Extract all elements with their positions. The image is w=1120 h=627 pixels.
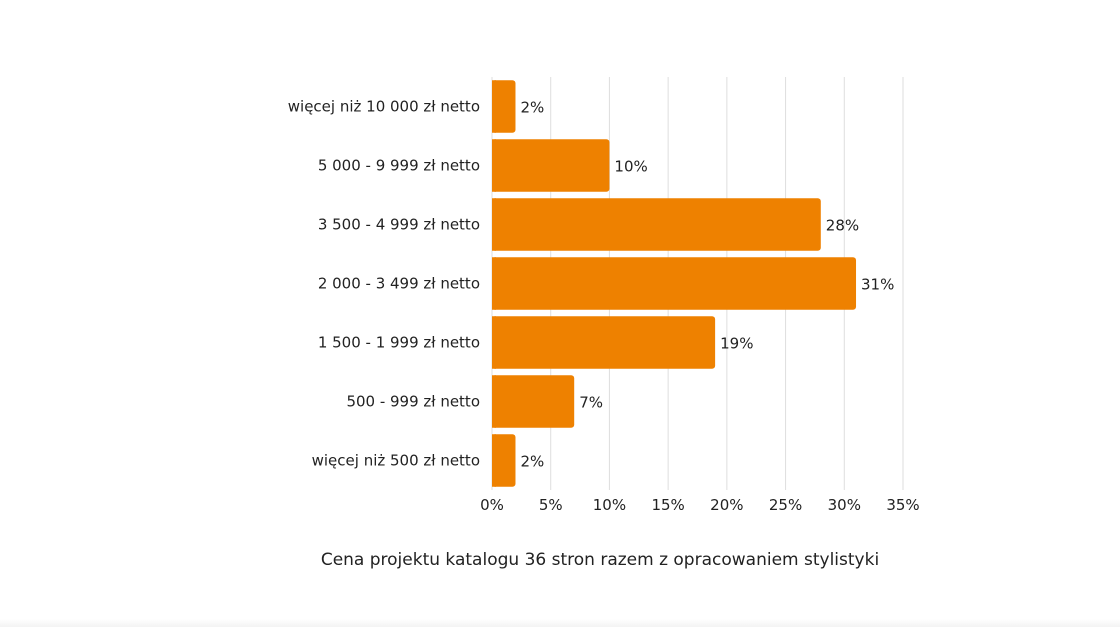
bar [492, 257, 857, 310]
x-tick-label: 5% [539, 496, 563, 514]
page-bottom-edge [0, 619, 1120, 627]
category-label: 500 - 999 zł netto [346, 393, 480, 411]
bar-edge [492, 80, 496, 133]
bar [492, 139, 610, 192]
bar-edge [492, 316, 496, 369]
bar [492, 198, 821, 251]
x-tick-label: 20% [710, 496, 743, 514]
bar-edge [492, 257, 496, 310]
x-tick-label: 30% [828, 496, 861, 514]
chart-title: Cena projektu katalogu 36 stron razem z … [321, 550, 879, 570]
x-tick-label: 10% [593, 496, 626, 514]
bar [492, 80, 516, 133]
bar-edge [492, 198, 496, 251]
category-label: 5 000 - 9 999 zł netto [318, 157, 480, 175]
value-label: 19% [720, 335, 753, 353]
bar-edge [492, 139, 496, 192]
value-label: 2% [520, 99, 544, 117]
category-label: więcej niż 500 zł netto [312, 452, 480, 470]
bars [492, 80, 857, 487]
x-tick-label: 0% [480, 496, 504, 514]
category-label: 1 500 - 1 999 zł netto [318, 334, 480, 352]
bar [492, 434, 516, 487]
value-label: 28% [826, 217, 859, 235]
bar-edge [492, 375, 496, 428]
category-label: więcej niż 10 000 zł netto [288, 98, 480, 116]
bar-edge [492, 434, 496, 487]
bar [492, 316, 716, 369]
bar [492, 375, 575, 428]
value-label: 7% [579, 394, 603, 412]
x-tick-label: 35% [886, 496, 919, 514]
value-label: 31% [861, 276, 894, 294]
labels: 0% 5% 10% 15% 20% 25% 30% 35% więcej niż 10 000 … [288, 98, 920, 515]
x-tick-label: 15% [651, 496, 684, 514]
value-label: 2% [520, 453, 544, 471]
x-tick-label: 25% [769, 496, 802, 514]
category-label: 2 000 - 3 499 zł netto [318, 275, 480, 293]
value-label: 10% [614, 158, 647, 176]
category-label: 3 500 - 4 999 zł netto [318, 216, 480, 234]
